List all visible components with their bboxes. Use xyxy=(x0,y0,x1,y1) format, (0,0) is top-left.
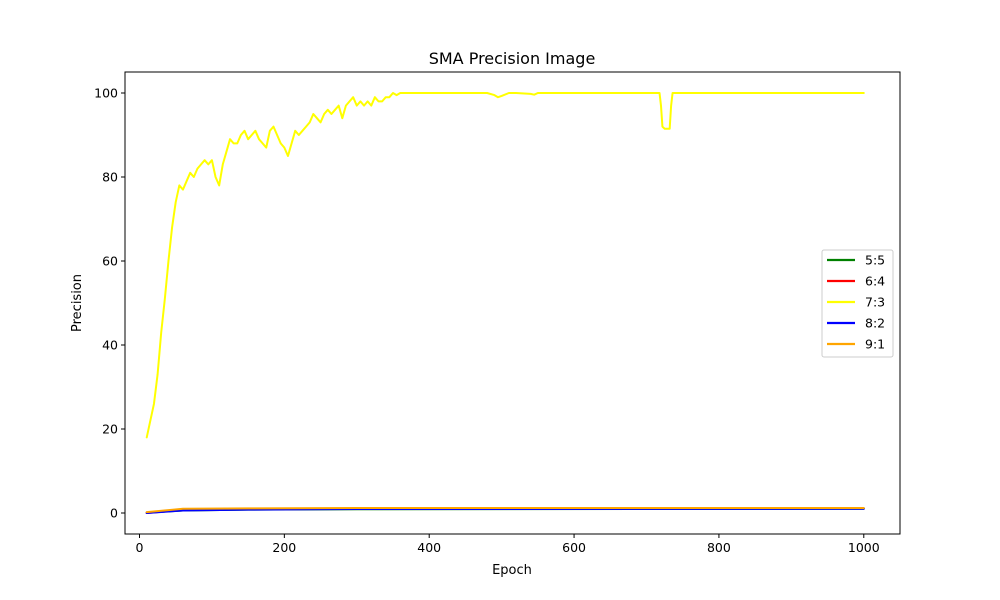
series-line-7-3 xyxy=(145,92,865,439)
legend-label: 5:5 xyxy=(865,253,885,268)
x-tick-label: 600 xyxy=(562,540,586,555)
legend-label: 8:2 xyxy=(865,316,885,331)
y-tick-label: 0 xyxy=(110,506,118,521)
x-tick-label: 200 xyxy=(272,540,296,555)
chart-title: SMA Precision Image xyxy=(429,49,596,68)
y-tick-label: 60 xyxy=(102,254,118,269)
y-tick-label: 80 xyxy=(102,170,118,185)
y-axis-label: Precision xyxy=(70,274,85,332)
x-tick-label: 1000 xyxy=(848,540,880,555)
legend: 5:5 6:4 7:3 8:2 9:1 xyxy=(821,249,894,358)
x-axis-ticks: 0 200 400 600 800 1000 xyxy=(136,534,880,555)
series-line-9-1 xyxy=(145,506,865,514)
plot-area-frame xyxy=(124,71,901,535)
legend-label: 9:1 xyxy=(865,337,885,352)
legend-label: 7:3 xyxy=(865,295,885,310)
y-tick-label: 100 xyxy=(94,86,118,101)
x-axis-label: Epoch xyxy=(492,563,532,578)
y-tick-label: 40 xyxy=(102,338,118,353)
x-tick-label: 800 xyxy=(707,540,731,555)
legend-label: 6:4 xyxy=(865,274,885,289)
x-tick-label: 400 xyxy=(417,540,441,555)
series-layer xyxy=(145,92,865,514)
y-axis-ticks: 0 20 40 60 80 100 xyxy=(94,86,125,521)
legend-box xyxy=(821,249,894,358)
x-tick-label: 0 xyxy=(136,540,144,555)
y-tick-label: 20 xyxy=(102,422,118,437)
